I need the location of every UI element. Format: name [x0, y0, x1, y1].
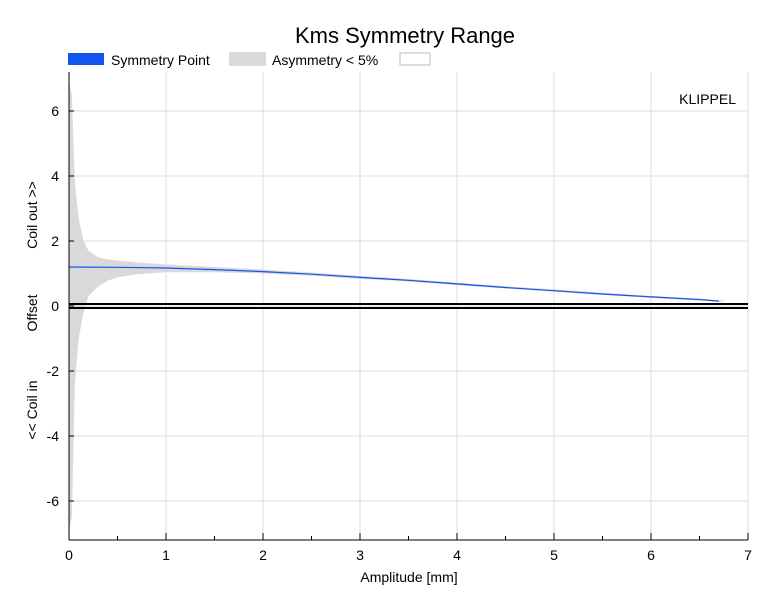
y-tick-label: -2	[47, 363, 60, 379]
y-tick-label: -4	[47, 428, 60, 444]
grid	[68, 72, 749, 540]
zero-line-layer	[69, 303, 748, 309]
y-tick-label: 0	[51, 298, 59, 314]
symmetry-point-line	[68, 266, 719, 302]
x-tick-label: 2	[259, 547, 267, 563]
axes: 0 1 2 3 4 5 6 7 -6 -4 -2 0 2 4 6	[47, 72, 752, 563]
x-axis-title: Amplitude [mm]	[360, 569, 457, 585]
x-tick-label: 6	[647, 547, 655, 563]
legend: Symmetry Point Asymmetry < 5%	[68, 52, 431, 68]
legend-swatch-blank	[399, 52, 431, 66]
y-tick-label: 2	[51, 233, 59, 249]
x-tick-label: 4	[453, 547, 461, 563]
legend-swatch-symmetry-point	[68, 53, 104, 65]
x-tick-label: 5	[550, 547, 558, 563]
legend-label-symmetry-point: Symmetry Point	[111, 52, 210, 68]
chart-title: Kms Symmetry Range	[295, 23, 515, 48]
x-tick-label: 7	[744, 547, 752, 563]
y-axis-title-middle: Offset	[24, 294, 40, 331]
legend-swatch-asymmetry	[229, 52, 266, 66]
klippel-watermark: KLIPPEL	[679, 91, 736, 107]
x-tick-label: 1	[162, 547, 170, 563]
x-tick-label: 3	[356, 547, 364, 563]
y-axis-title-bottom: << Coil in	[24, 380, 40, 439]
y-tick-label: 6	[51, 103, 59, 119]
y-tick-label: -6	[47, 493, 60, 509]
x-tick-label: 0	[65, 547, 73, 563]
y-axis-title-top: Coil out >>	[24, 181, 40, 249]
symmetry-line-layer	[68, 266, 719, 302]
y-tick-label: 4	[51, 168, 59, 184]
legend-label-asymmetry: Asymmetry < 5%	[272, 52, 378, 68]
